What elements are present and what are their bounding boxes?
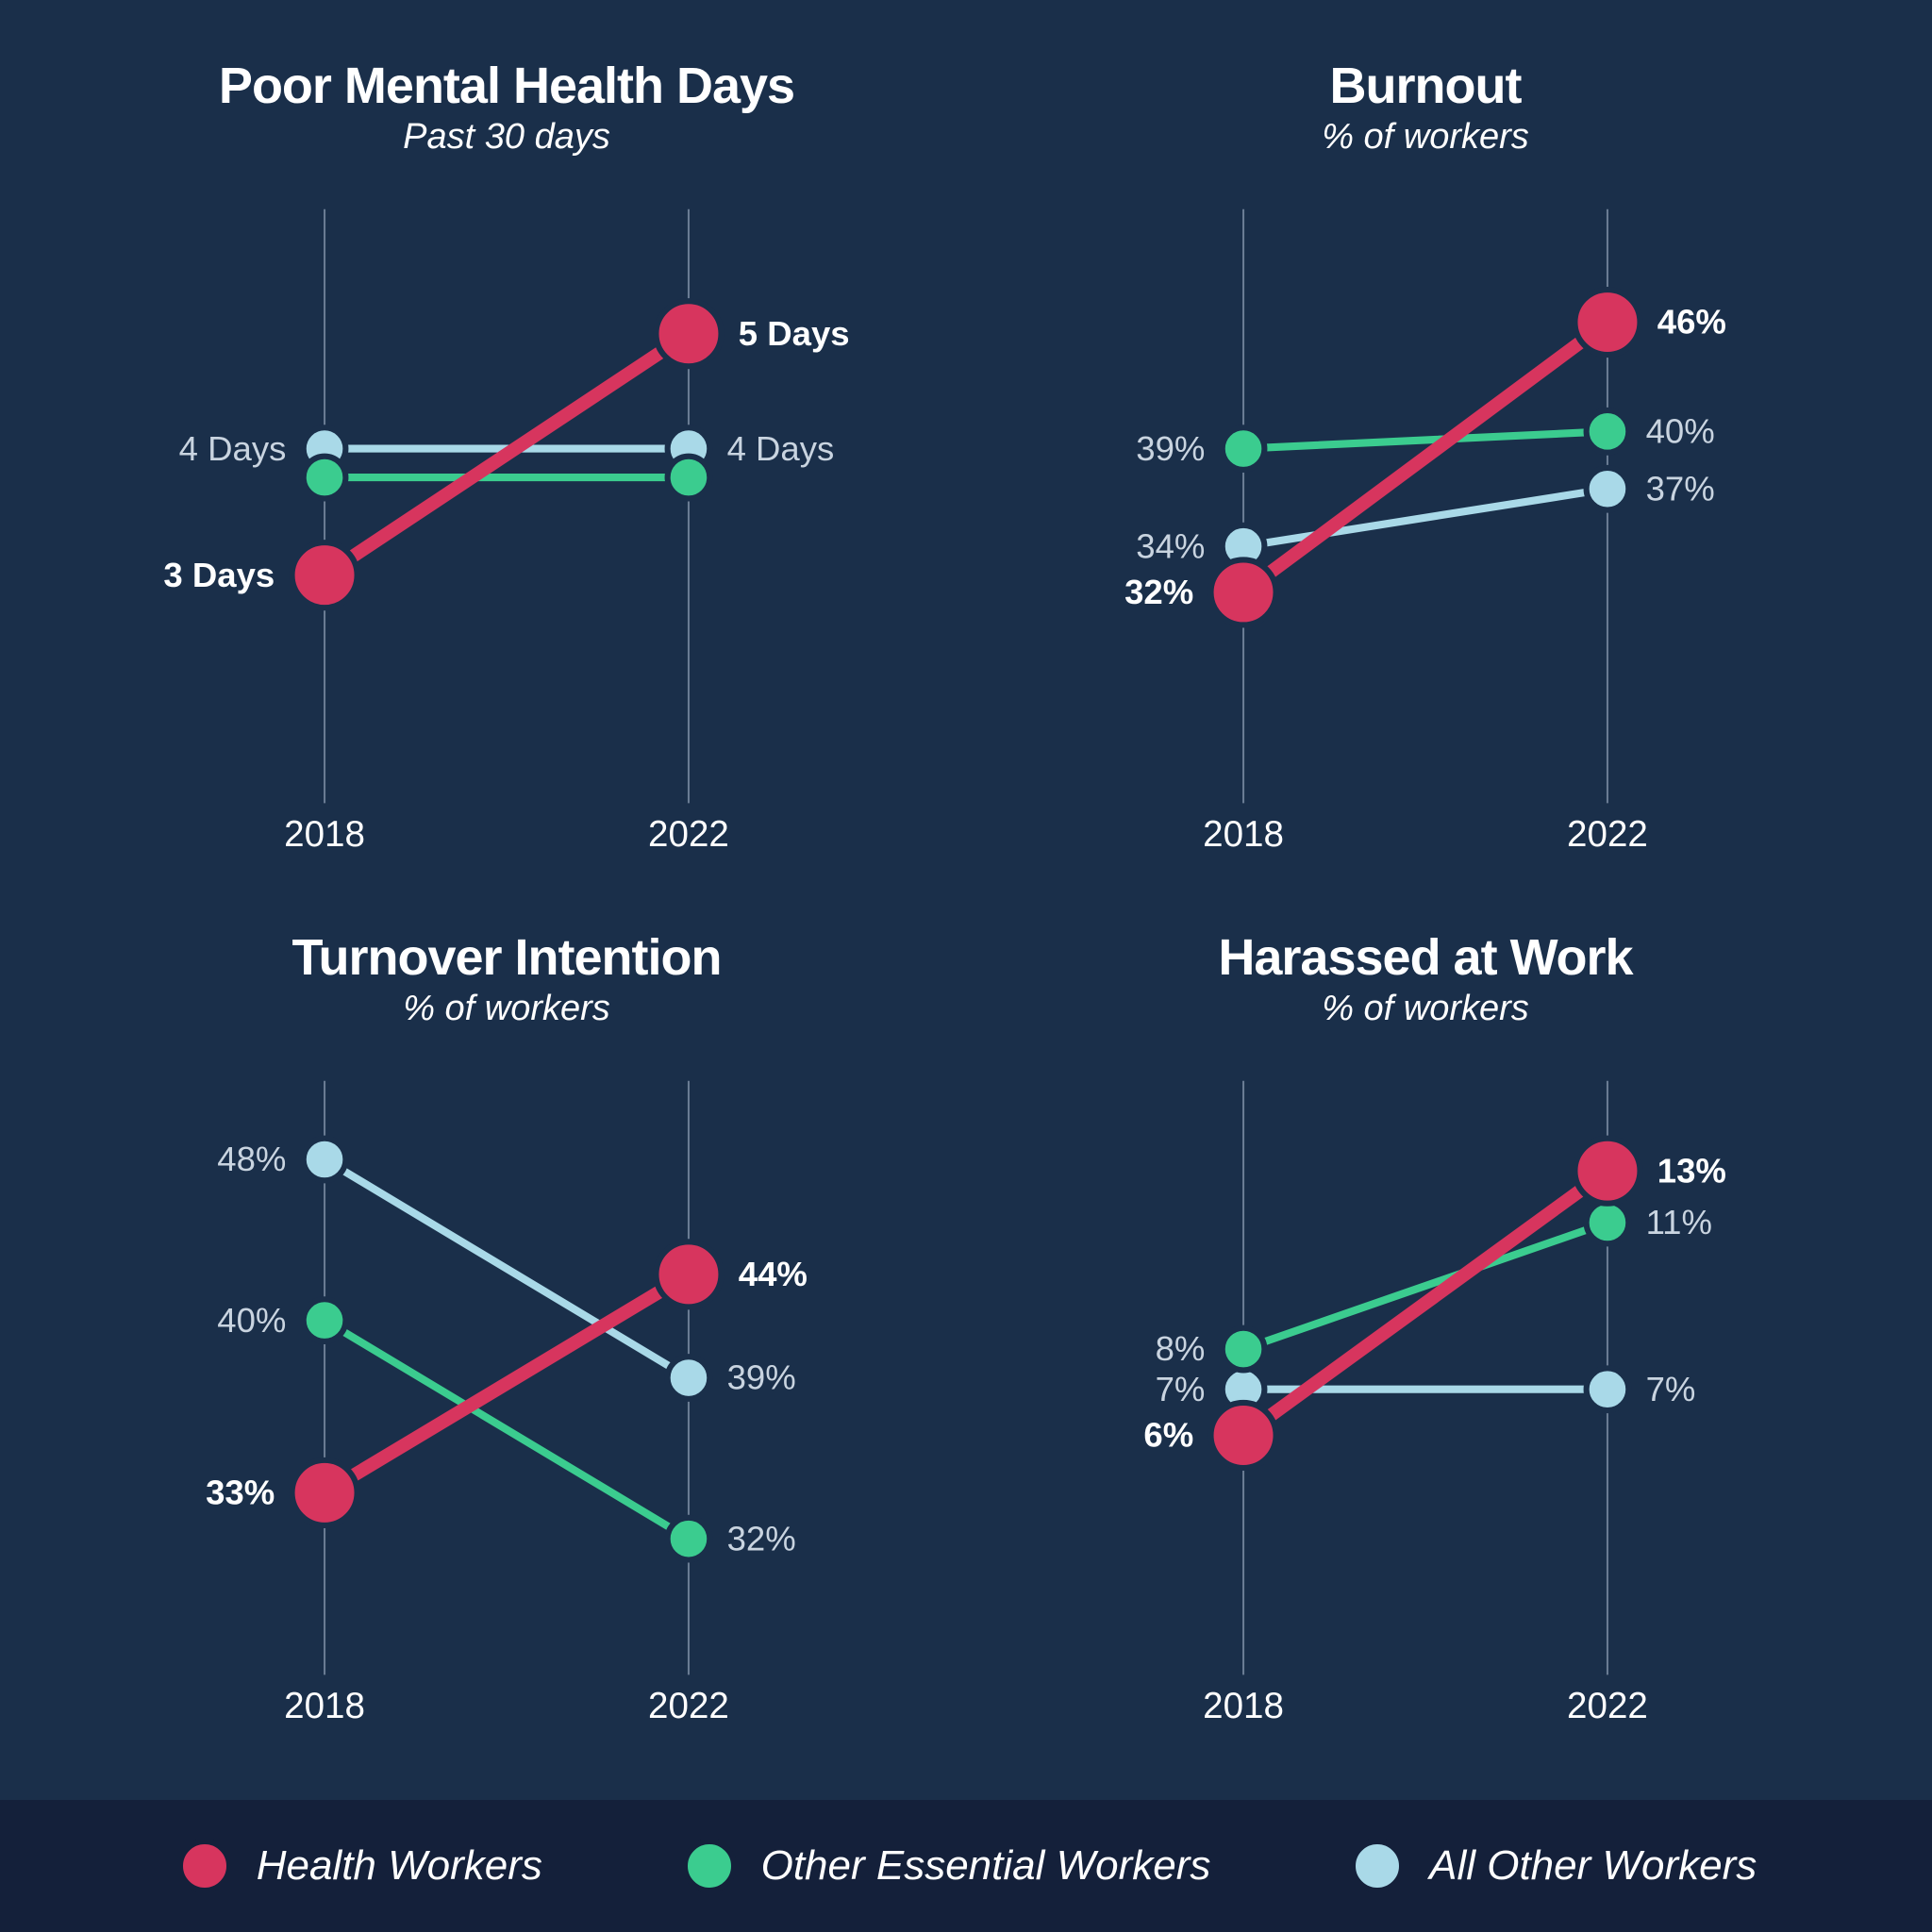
legend-label: Health Workers: [257, 1842, 542, 1890]
svg-text:2018: 2018: [1203, 814, 1284, 855]
legend-swatch-icon: [680, 1837, 739, 1895]
svg-text:33%: 33%: [206, 1474, 275, 1512]
legend-item-health: Health Workers: [175, 1837, 542, 1895]
svg-text:7%: 7%: [1646, 1370, 1696, 1408]
panel-title: Poor Mental Health Days: [75, 57, 938, 115]
svg-text:40%: 40%: [217, 1301, 286, 1340]
chart-area: 2018 2022 48% 39% 40% 32% 33% 44%: [75, 1051, 938, 1762]
svg-text:3 Days: 3 Days: [163, 556, 275, 594]
panel-subtitle: % of workers: [994, 117, 1857, 158]
panel-burnout: Burnout % of workers 2018 2022 39% 40% 34% 37…: [994, 57, 1857, 891]
svg-text:2018: 2018: [284, 814, 365, 855]
panel-subtitle: % of workers: [75, 989, 938, 1029]
svg-text:32%: 32%: [727, 1519, 796, 1557]
svg-text:34%: 34%: [1136, 526, 1205, 565]
svg-text:6%: 6%: [1143, 1416, 1193, 1455]
svg-text:44%: 44%: [739, 1255, 808, 1293]
chart-area: 201820227%7%8%11%6%13%: [994, 1051, 1857, 1762]
panel-harassed: Harassed at Work % of workers 2018 2022 7%…: [994, 928, 1857, 1762]
svg-text:2018: 2018: [284, 1686, 365, 1726]
chart-area: 2018 2022 39% 40% 34% 37% 32% 46%: [994, 179, 1857, 891]
legend-label: Other Essential Workers: [761, 1842, 1211, 1890]
legend-item-essential: Other Essential Workers: [680, 1837, 1211, 1895]
legend-item-other: All Other Workers: [1348, 1837, 1757, 1895]
svg-text:4 Days: 4 Days: [179, 429, 287, 468]
panel-turnover: Turnover Intention % of workers 2018 2022…: [75, 928, 938, 1762]
svg-text:39%: 39%: [727, 1358, 796, 1397]
panel-title: Harassed at Work: [994, 928, 1857, 987]
svg-text:8%: 8%: [1156, 1329, 1206, 1368]
panel-title: Burnout: [994, 57, 1857, 115]
panel-subtitle: Past 30 days: [75, 117, 938, 158]
svg-text:4 Days: 4 Days: [727, 429, 835, 468]
legend-swatch-icon: [1348, 1837, 1407, 1895]
svg-text:2022: 2022: [648, 1686, 729, 1726]
svg-text:48%: 48%: [217, 1140, 286, 1178]
svg-text:2022: 2022: [1567, 814, 1648, 855]
svg-text:2018: 2018: [1203, 1686, 1284, 1726]
svg-text:2022: 2022: [1567, 1686, 1648, 1726]
svg-text:39%: 39%: [1136, 429, 1205, 468]
svg-text:46%: 46%: [1657, 303, 1726, 341]
legend-swatch-icon: [175, 1837, 234, 1895]
svg-text:5 Days: 5 Days: [739, 314, 850, 353]
chart-area: 2018 2022 4 Days 4 Days 3 Days 5 Days: [75, 179, 938, 891]
svg-text:37%: 37%: [1646, 469, 1715, 508]
panel-subtitle: % of workers: [994, 989, 1857, 1029]
svg-text:2022: 2022: [648, 814, 729, 855]
svg-text:7%: 7%: [1156, 1370, 1206, 1408]
svg-text:40%: 40%: [1646, 412, 1715, 451]
svg-text:13%: 13%: [1657, 1151, 1726, 1190]
legend-label: All Other Workers: [1429, 1842, 1757, 1890]
legend: Health Workers Other Essential Workers A…: [0, 1800, 1932, 1932]
panel-mental: Poor Mental Health Days Past 30 days 201…: [75, 57, 938, 891]
svg-text:32%: 32%: [1124, 573, 1193, 611]
svg-text:11%: 11%: [1646, 1203, 1712, 1241]
panel-title: Turnover Intention: [75, 928, 938, 987]
chart-grid: Poor Mental Health Days Past 30 days 201…: [75, 57, 1857, 1762]
